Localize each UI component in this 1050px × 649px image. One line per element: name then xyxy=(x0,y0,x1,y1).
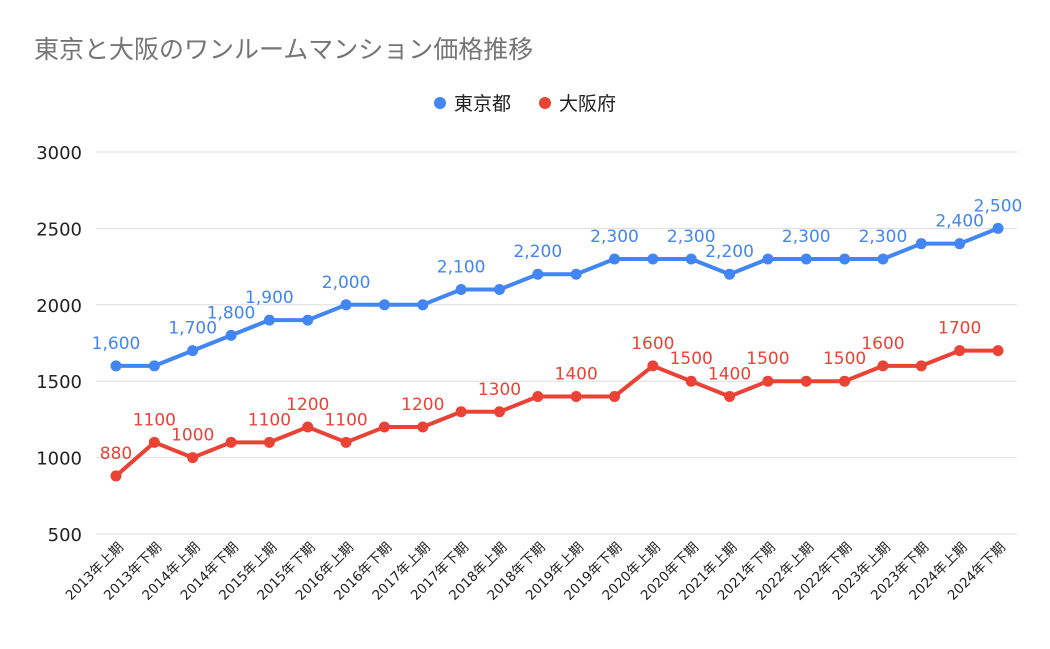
data-label: 2,300 xyxy=(590,227,639,247)
data-point xyxy=(532,268,544,280)
data-label: 2,300 xyxy=(667,227,716,247)
data-label: 2,000 xyxy=(322,273,371,293)
data-point xyxy=(877,253,889,265)
data-label: 1700 xyxy=(938,319,981,339)
data-point xyxy=(915,238,927,250)
y-tick-label: 1000 xyxy=(36,449,82,470)
data-label: 1600 xyxy=(631,334,674,354)
data-point xyxy=(110,360,122,372)
data-point xyxy=(493,406,505,418)
data-point xyxy=(954,238,966,250)
data-point xyxy=(455,406,467,418)
data-label: 1,600 xyxy=(92,334,141,354)
data-point xyxy=(493,284,505,296)
y-tick-label: 2000 xyxy=(36,296,82,317)
data-point xyxy=(570,390,582,402)
legend-dot-tokyo xyxy=(433,96,446,109)
data-label: 1500 xyxy=(823,349,866,369)
data-label: 1300 xyxy=(478,380,521,400)
data-label: 1,700 xyxy=(168,319,217,339)
data-point xyxy=(839,375,851,387)
data-point xyxy=(110,470,122,482)
data-point xyxy=(609,390,621,402)
legend-item-tokyo[interactable]: 東京都 xyxy=(433,89,511,116)
data-label: 1500 xyxy=(670,349,713,369)
data-point xyxy=(570,268,582,280)
data-label: 1600 xyxy=(861,334,904,354)
data-point xyxy=(340,299,352,311)
data-point xyxy=(263,436,275,448)
legend-label-tokyo: 東京都 xyxy=(453,93,511,115)
series-line-osaka xyxy=(114,348,998,478)
data-point xyxy=(800,375,812,387)
data-label: 2,300 xyxy=(859,227,908,247)
data-point xyxy=(378,299,390,311)
data-label: 1400 xyxy=(708,364,751,384)
data-point xyxy=(187,452,199,464)
data-point xyxy=(455,284,467,296)
data-point xyxy=(148,360,160,372)
data-label: 1100 xyxy=(248,410,291,430)
data-label: 2,100 xyxy=(437,258,486,278)
data-point xyxy=(724,390,736,402)
chart-title: 東京と大阪のワンルームマンション価格推移 xyxy=(34,35,534,64)
data-point xyxy=(877,360,889,372)
data-label: 2,500 xyxy=(974,196,1023,216)
data-point xyxy=(417,299,429,311)
data-point xyxy=(532,390,544,402)
data-point xyxy=(685,375,697,387)
data-label: 880 xyxy=(100,444,132,464)
data-point xyxy=(762,375,774,387)
data-label: 1500 xyxy=(746,349,789,369)
data-point xyxy=(340,436,352,448)
data-point xyxy=(225,329,237,341)
data-label: 2,200 xyxy=(513,242,562,262)
data-label: 1,800 xyxy=(207,303,256,323)
data-point xyxy=(225,436,237,448)
data-point xyxy=(762,253,774,265)
data-label: 2,200 xyxy=(705,242,754,262)
data-point xyxy=(302,421,314,433)
legend-item-osaka[interactable]: 大阪府 xyxy=(539,89,616,116)
data-point xyxy=(647,360,659,372)
data-point xyxy=(378,421,390,433)
data-point xyxy=(992,345,1004,357)
series-line-tokyo xyxy=(116,226,999,368)
data-point xyxy=(685,253,697,265)
data-label: 1200 xyxy=(286,395,329,415)
data-label: 1100 xyxy=(324,410,367,430)
legend-label-osaka: 大阪府 xyxy=(559,93,617,115)
y-tick-label: 3000 xyxy=(36,143,82,164)
data-point xyxy=(954,345,966,357)
y-tick-label: 2500 xyxy=(36,219,82,240)
data-point xyxy=(992,222,1004,234)
data-point xyxy=(839,253,851,265)
legend: 東京都 大阪府 xyxy=(0,89,1050,116)
data-label: 1000 xyxy=(171,426,214,446)
data-point xyxy=(148,436,160,448)
data-point xyxy=(417,421,429,433)
legend-dot-osaka xyxy=(539,96,551,109)
data-label: 1100 xyxy=(133,410,176,430)
data-label: 1200 xyxy=(401,395,444,415)
data-point xyxy=(724,268,736,280)
y-tick-label: 500 xyxy=(48,525,82,546)
data-point xyxy=(187,345,199,357)
data-point xyxy=(647,253,659,265)
y-tick-label: 1500 xyxy=(36,372,82,393)
data-label: 2,300 xyxy=(782,227,831,247)
data-point xyxy=(609,253,621,265)
data-point xyxy=(915,360,927,372)
data-label: 1400 xyxy=(555,364,598,384)
data-point xyxy=(302,314,314,326)
data-point xyxy=(800,253,812,265)
data-label: 1,900 xyxy=(245,288,294,308)
data-point xyxy=(263,314,275,326)
data-label: 2,400 xyxy=(935,212,984,232)
